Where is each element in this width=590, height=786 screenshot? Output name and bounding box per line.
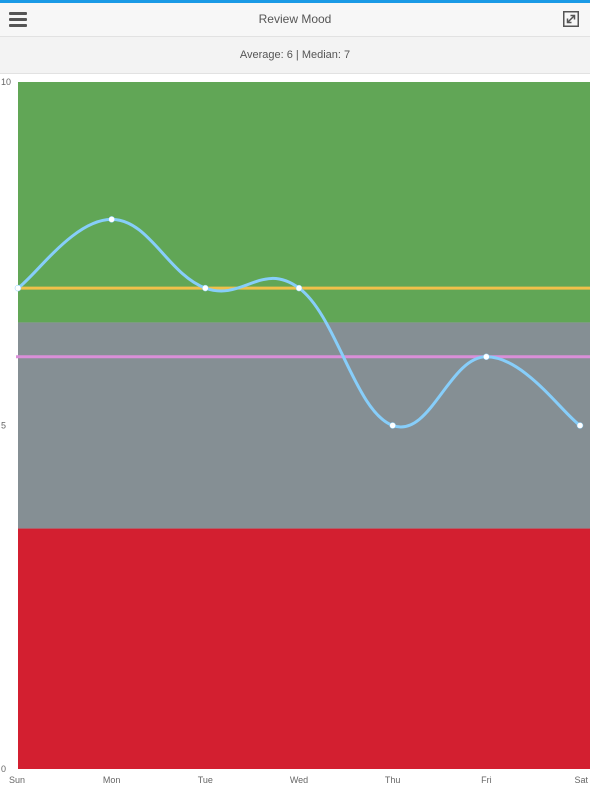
x-tick-label-fri: Fri [481, 775, 492, 785]
y-tick-label: 10 [1, 77, 11, 87]
summary-text: Average: 6 | Median: 7 [239, 49, 351, 61]
x-tick-label-tue: Tue [198, 775, 213, 785]
data-point-tue [202, 284, 209, 292]
data-point-fri [483, 353, 490, 361]
band-bad [18, 528, 590, 769]
hamburger-menu-icon[interactable] [8, 11, 28, 29]
y-tick-label: 0 [1, 764, 6, 774]
data-point-mon [108, 216, 115, 223]
page-title: Review Mood [258, 12, 332, 26]
x-tick-label-sun: Sun [9, 775, 25, 785]
app-header: Review Mood [0, 3, 590, 37]
y-tick-label: 5 [1, 421, 6, 431]
band-neutral [18, 322, 590, 529]
data-point-thu [389, 422, 396, 429]
band-good [18, 82, 590, 323]
mood-chart: 0 5 10 Sun Mon Tue Wed Thu Fri Sat [1, 77, 590, 785]
data-point-sun [14, 284, 22, 292]
data-point-wed [295, 284, 303, 292]
data-point-sat [576, 422, 584, 429]
expand-icon[interactable] [563, 11, 579, 27]
accent-bar [0, 0, 590, 3]
x-tick-label-thu: Thu [385, 775, 401, 785]
summary-bar: Average: 6 | Median: 7 [0, 37, 590, 74]
x-tick-label-mon: Mon [103, 775, 121, 785]
x-tick-label-sat: Sat [574, 775, 588, 785]
x-tick-label-wed: Wed [290, 775, 308, 785]
